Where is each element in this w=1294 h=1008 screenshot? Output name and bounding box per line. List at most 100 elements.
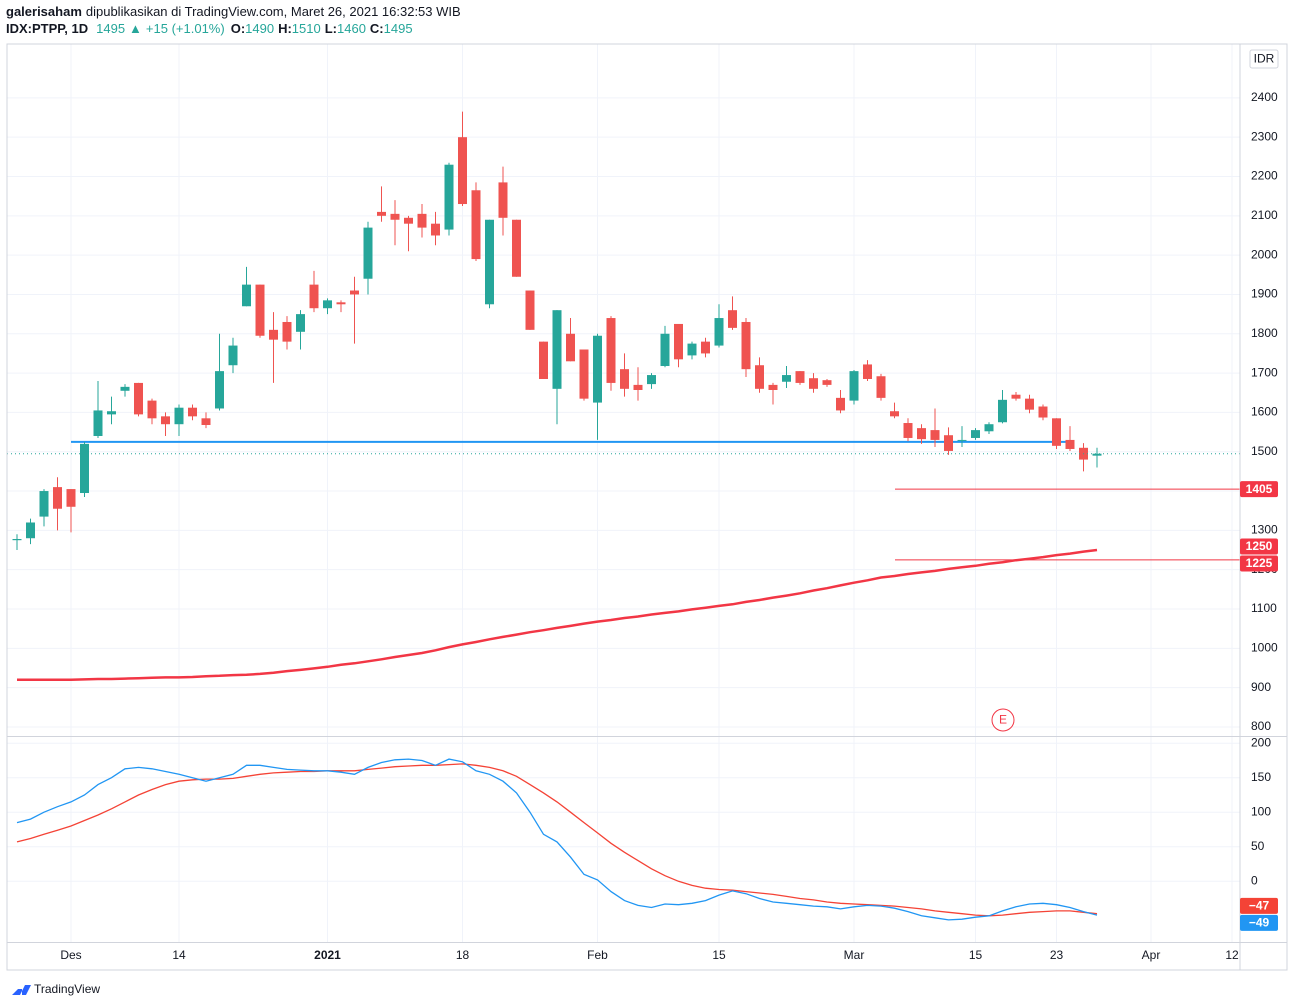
candle-body [26,522,35,539]
candle-body [404,217,413,224]
price-label-box [1240,481,1278,498]
x-tick-label: 15 [969,948,983,962]
candle-body [768,384,778,390]
price-label-box [1240,555,1278,572]
y-tick-label: 1600 [1251,405,1278,419]
price-label: −49 [1249,916,1270,930]
candle-body [809,378,818,389]
candle-body [566,333,575,362]
candle-body [660,333,670,367]
candle-body [998,399,1007,423]
candle-body [1092,453,1102,456]
candle-body [1065,439,1075,449]
earnings-marker[interactable] [991,708,1015,732]
brand: TradingView [34,982,100,996]
direction: ▲ [129,21,142,36]
close-value: 1495 [384,21,413,36]
y-tick-label: 2000 [1251,247,1278,261]
candle-body [512,219,521,277]
x-tick-label: Apr [1142,948,1161,962]
candle-body [836,397,845,411]
candle-body [944,435,953,451]
candle-body [174,407,184,425]
price-label-box [1240,538,1278,555]
published: dipublikasikan di TradingView.com, Maret… [86,4,461,19]
candle-body [863,364,872,379]
x-tick-label: 14 [172,948,186,962]
candle-body [795,371,805,383]
candle-body [957,439,967,441]
y-tick-label: 200 [1251,735,1271,749]
high-label: H: [278,21,292,36]
currency: IDR [1254,52,1275,66]
candle-body [647,375,656,385]
earnings-label: E [999,713,1007,727]
candle-body [12,539,22,541]
candle-body [714,318,724,346]
y-tick-label: 900 [1251,680,1271,694]
footer: TradingView [12,982,100,996]
x-tick-label: Mar [844,948,865,962]
candle-body [539,341,548,379]
candle-body [390,213,400,220]
candle-body [728,310,737,328]
open-value: 1490 [245,21,274,36]
candle-body [579,349,589,399]
candle-body [687,343,697,356]
y-tick-label: 1800 [1251,326,1278,340]
candle-body [822,380,832,385]
symbol: IDX:PTPP, 1D [6,21,88,36]
price-label: −47 [1249,899,1270,913]
candle-body [917,428,926,440]
y-tick-label: 2400 [1251,90,1278,104]
y-tick-label: 1700 [1251,365,1278,379]
candle-body [296,314,305,332]
candle-body [930,430,940,440]
y-tick-label: 150 [1251,770,1271,784]
y-tick-label: 1000 [1251,640,1278,654]
last-price: 1495 [96,21,125,36]
candle-body [417,213,427,228]
candle-body [606,318,616,383]
candle-body [485,219,494,305]
candle-body [984,424,994,432]
price-label: 1225 [1246,556,1273,570]
candle-body [255,284,265,336]
candle-body [471,190,481,260]
candle-body [39,491,49,517]
candle-body [431,223,440,236]
candle-body [242,284,251,307]
candle-body [755,365,764,389]
x-tick-label: 23 [1050,948,1064,962]
candle-body [120,386,130,391]
price-label: 1250 [1246,539,1273,553]
candle-body [498,182,508,218]
author: galerisaham [6,4,82,19]
plot-layer [7,111,1240,921]
x-tick-label: Feb [587,948,608,962]
candle-body [971,430,980,438]
brand-logo [12,985,31,995]
y-tick-label: 1300 [1251,523,1278,537]
y-tick-label: 2200 [1251,169,1278,183]
candle-body [282,321,292,342]
y-tick-label: 0 [1251,873,1258,887]
open-label: O: [231,21,245,36]
candle-body [444,164,454,230]
candle-body [633,384,643,390]
currency-box [1249,49,1279,69]
candle-body [201,418,211,425]
candle-body [701,341,710,354]
frame [6,43,1288,971]
moving-average [17,548,1098,682]
x-tick-label: 18 [456,948,470,962]
candle-body [336,302,346,305]
candle-body [215,371,224,409]
publish-line: galerisaham dipublikasikan di TradingView… [6,4,461,19]
candle-body [53,487,62,509]
price-label-box [1240,897,1278,914]
candle-body [147,400,157,419]
candle-body [525,290,535,330]
